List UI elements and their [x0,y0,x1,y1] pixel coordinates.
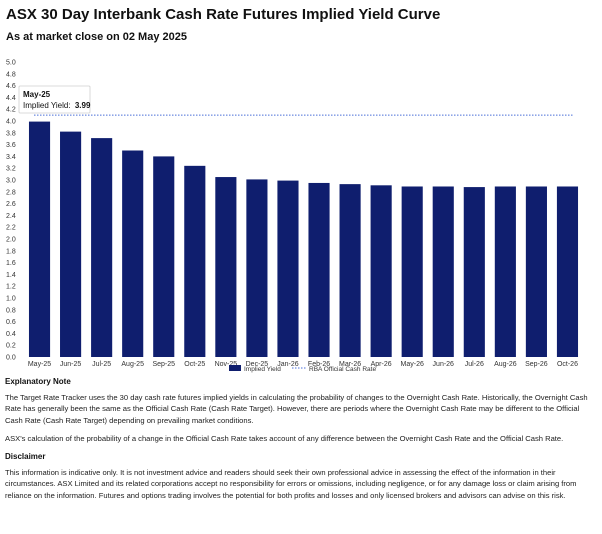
x-tick-label: Sep-26 [525,361,548,368]
x-tick-label: Jan-26 [277,361,299,368]
x-tick-label: May-25 [28,361,51,368]
chart-legend: Implied Yield RBA Official Cash Rate [229,365,376,373]
y-tick-label: 5.0 [6,60,16,67]
bar-jul-26[interactable] [463,187,485,357]
bar-oct-26[interactable] [556,186,579,357]
x-tick-label: Oct-25 [184,361,205,368]
bar-may-26[interactable] [401,186,423,357]
explanatory-note-paragraph-1: The Target Rate Tracker uses the 30 day … [5,393,588,425]
x-tick-label: Jul-26 [465,361,484,368]
x-tick-label: Aug-26 [494,361,517,368]
explanatory-note-heading: Explanatory Note [5,377,71,386]
bar-may-25[interactable] [28,121,51,357]
y-tick-label: 3.4 [6,154,16,161]
y-tick-label: 4.4 [6,95,16,102]
x-tick-label: Nov-25 [215,361,238,368]
bar-nov-25[interactable] [215,177,237,357]
yield-curve-chart: 0.0 0.2 0.4 0.6 0.8 1.0 1.2 1.4 1.6 1.8 2.0 2.2 2.4 2… [6,60,579,374]
y-tick-label: 3.2 [6,166,16,173]
legend-swatch-implied-yield [229,365,241,371]
y-tick-label: 4.2 [6,107,16,114]
y-tick-label: 3.0 [6,178,16,185]
bar-mar-26[interactable] [339,184,361,357]
x-tick-label: Dec-25 [246,361,269,368]
y-tick-label: 1.2 [6,284,16,291]
chart-subtitle: As at market close on 02 May 2025 [6,31,187,43]
x-tick-label: Feb-26 [308,361,330,368]
bar-jan-26[interactable] [277,180,299,357]
disclaimer-heading: Disclaimer [5,452,46,462]
tooltip-box [18,85,91,114]
x-tick-label: Oct-26 [557,361,578,368]
y-axis-ticks: 0.0 0.2 0.4 0.6 0.8 1.0 1.2 1.4 1.6 1.8 2.0 2.2 2.4 2… [6,60,16,362]
y-tick-label: 0.4 [6,331,16,338]
disclaimer-paragraph: This information is indicative only. It … [5,468,577,500]
y-tick-label: 3.6 [6,142,16,149]
tooltip-month: May-25 [23,90,51,99]
x-axis-ticks: May-25 Jun-25 Jul-25 Aug-25 Sep-25 Oct-25 Nov-… [28,361,578,368]
bar-dec-25[interactable] [246,179,268,357]
bar-jun-25[interactable] [60,131,82,357]
y-tick-label: 0.8 [6,307,16,314]
y-tick-label: 1.6 [6,260,16,267]
x-tick-label: Sep-25 [152,361,175,368]
chart-title: ASX 30 Day Interbank Cash Rate Futures I… [6,6,441,23]
bar-series [28,121,579,358]
y-tick-label: 0.6 [6,319,16,326]
x-tick-label: Jun-26 [433,361,455,368]
y-tick-label: 2.6 [6,201,16,208]
y-tick-label: 2.4 [6,213,16,220]
y-tick-label: 4.6 [6,83,16,90]
y-tick-label: 2.0 [6,237,16,244]
tooltip-value: 3.99 [75,101,91,110]
explanatory-note-paragraph-2: ASX's calculation of the probability of … [5,433,564,443]
x-tick-label: Jul-25 [92,361,111,368]
x-tick-label: Mar-26 [339,361,361,368]
y-tick-label: 2.8 [6,189,16,196]
legend-label-rba-line: RBA Official Cash Rate [309,366,376,373]
y-tick-label: 0.2 [6,343,16,350]
tooltip-label: Implied Yield: [23,101,71,110]
bar-sep-26[interactable] [525,186,547,357]
y-tick-label: 4.8 [6,71,16,78]
svg-text:Implied Yield: 3.99: Implied Yield: 3.99 [23,101,91,110]
bar-aug-26[interactable] [494,186,516,357]
y-tick-label: 1.4 [6,272,16,279]
y-tick-label: 1.8 [6,248,16,255]
bar-jul-25[interactable] [91,138,113,357]
x-tick-label: Aug-25 [121,361,144,368]
y-tick-label: 1.0 [6,296,16,303]
bar-sep-25[interactable] [153,156,175,357]
notes-section: Explanatory Note The Target Rate Tracker… [5,376,597,508]
bar-aug-25[interactable] [122,150,144,358]
x-tick-label: May-26 [401,361,424,368]
y-tick-label: 2.2 [6,225,16,232]
y-tick-label: 0.0 [6,355,16,362]
y-tick-label: 4.0 [6,119,16,126]
y-tick-label: 3.8 [6,130,16,137]
bar-tooltip: May-25 Implied Yield: 3.99 [18,85,91,114]
x-tick-label: Apr-26 [371,361,392,368]
bar-feb-26[interactable] [308,182,330,357]
legend-label-implied-yield: Implied Yield [244,366,281,373]
bar-apr-26[interactable] [370,185,392,357]
bar-oct-25[interactable] [184,165,206,357]
x-tick-label: Jun-25 [60,361,82,368]
bar-jun-26[interactable] [432,186,454,357]
